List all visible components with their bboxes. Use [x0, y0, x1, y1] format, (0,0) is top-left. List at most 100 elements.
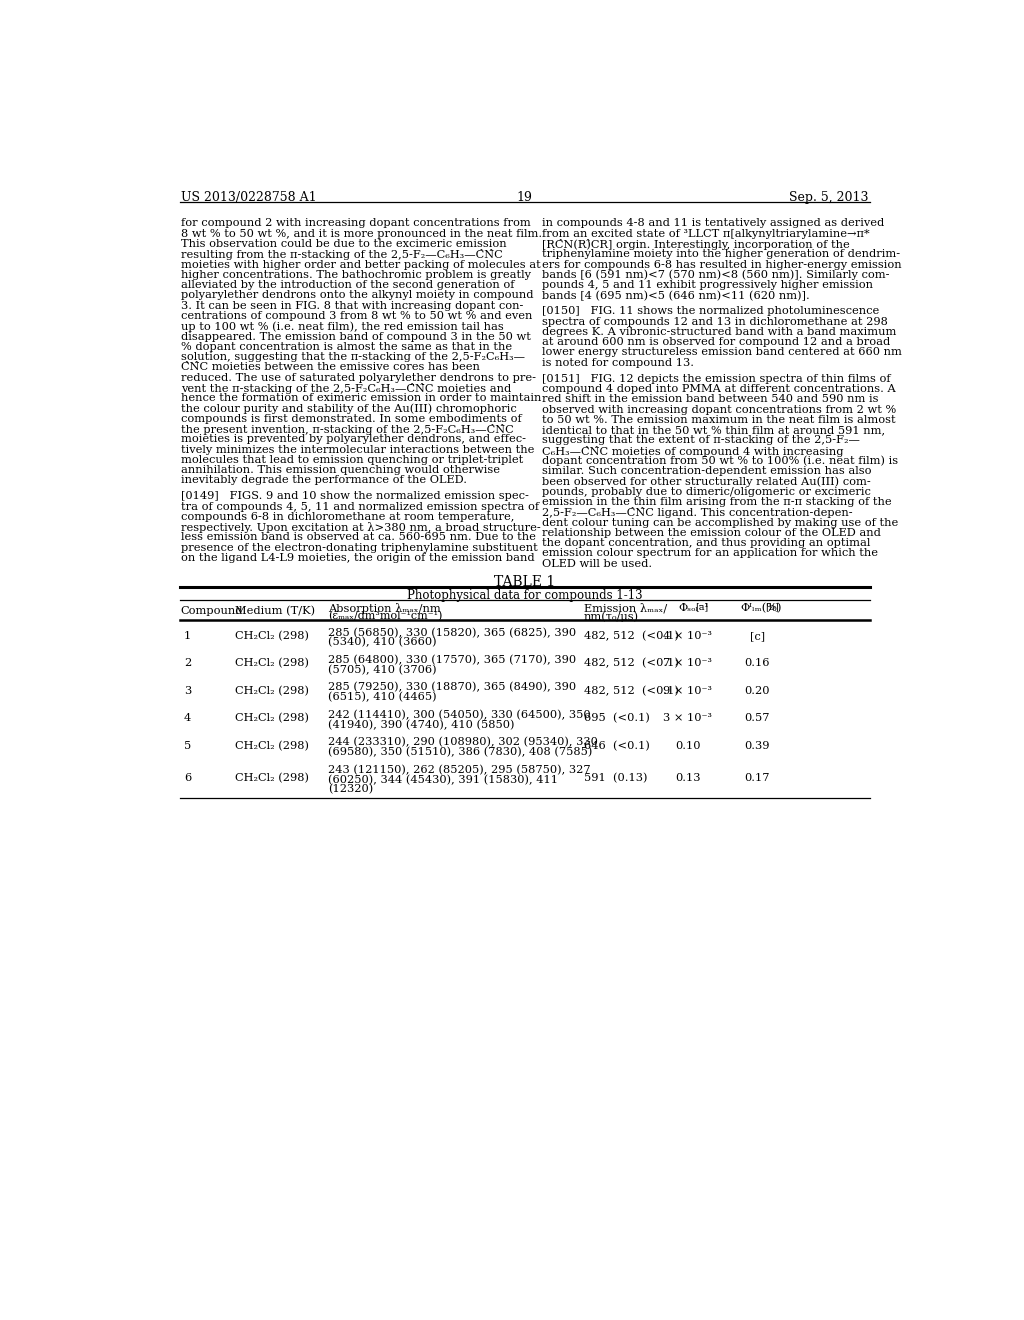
Text: emission colour spectrum for an application for which the: emission colour spectrum for an applicat… — [542, 548, 878, 558]
Text: CH₂Cl₂ (298): CH₂Cl₂ (298) — [234, 631, 309, 642]
Text: similar. Such concentration-dependent emission has also: similar. Such concentration-dependent em… — [542, 466, 871, 477]
Text: on the ligand L4-L9 moieties, the origin of the emission band: on the ligand L4-L9 moieties, the origin… — [180, 553, 535, 564]
Text: been observed for other structurally related Au(III) com-: been observed for other structurally rel… — [542, 477, 870, 487]
Text: Φₛₒₗ⁻¹: Φₛₒₗ⁻¹ — [678, 603, 709, 612]
Text: 5: 5 — [183, 741, 191, 751]
Text: resulting from the π-stacking of the 2,5-F₂—C₆H₃—ĈN̂C: resulting from the π-stacking of the 2,5… — [180, 249, 503, 260]
Text: from an excited state of ³LLCT π[alkynyltriarylamine→π*: from an excited state of ³LLCT π[alkynyl… — [542, 228, 869, 239]
Text: at around 600 nm is observed for compound 12 and a broad: at around 600 nm is observed for compoun… — [542, 337, 890, 347]
Text: 695  (<0.1): 695 (<0.1) — [584, 713, 649, 723]
Text: 3: 3 — [183, 685, 191, 696]
Text: centrations of compound 3 from 8 wt % to 50 wt % and even: centrations of compound 3 from 8 wt % to… — [180, 312, 532, 321]
Text: ĈN̂C moieties between the emissive cores has been: ĈN̂C moieties between the emissive core… — [180, 363, 479, 372]
Text: 3 × 10⁻³: 3 × 10⁻³ — [664, 713, 712, 723]
Text: 285 (64800), 330 (17570), 365 (7170), 390: 285 (64800), 330 (17570), 365 (7170), 39… — [328, 655, 577, 665]
Text: 8 wt % to 50 wt %, and it is more pronounced in the neat film.: 8 wt % to 50 wt %, and it is more pronou… — [180, 228, 542, 239]
Text: (12320): (12320) — [328, 784, 373, 795]
Text: C₆H₃—ĈN̂C moieties of compound 4 with increasing: C₆H₃—ĈN̂C moieties of compound 4 with i… — [542, 446, 844, 457]
Text: compounds is first demonstrated. In some embodiments of: compounds is first demonstrated. In some… — [180, 413, 521, 424]
Text: 243 (121150), 262 (85205), 295 (58750), 327: 243 (121150), 262 (85205), 295 (58750), … — [328, 764, 591, 775]
Text: spectra of compounds 12 and 13 in dichloromethane at 298: spectra of compounds 12 and 13 in dichlo… — [542, 317, 888, 326]
Text: 19: 19 — [517, 191, 532, 203]
Text: pounds 4, 5 and 11 exhibit progressively higher emission: pounds 4, 5 and 11 exhibit progressively… — [542, 280, 872, 290]
Text: for compound 2 with increasing dopant concentrations from: for compound 2 with increasing dopant co… — [180, 218, 530, 228]
Text: (69580), 350 (51510), 386 (7830), 408 (7585): (69580), 350 (51510), 386 (7830), 408 (7… — [328, 747, 592, 758]
Text: 7 × 10⁻³: 7 × 10⁻³ — [664, 659, 712, 668]
Text: moieties with higher order and better packing of molecules at: moieties with higher order and better pa… — [180, 260, 541, 269]
Text: 6: 6 — [183, 774, 191, 783]
Text: relationship between the emission colour of the OLED and: relationship between the emission colour… — [542, 528, 881, 537]
Text: [c]: [c] — [750, 631, 765, 642]
Text: presence of the electron-donating triphenylamine substituent: presence of the electron-donating triphe… — [180, 543, 538, 553]
Text: 4 × 10⁻³: 4 × 10⁻³ — [664, 631, 712, 642]
Text: Photophysical data for compounds 1-13: Photophysical data for compounds 1-13 — [407, 589, 643, 602]
Text: triphenylamine moiety into the higher generation of dendrim-: triphenylamine moiety into the higher ge… — [542, 249, 900, 259]
Text: 0.39: 0.39 — [744, 741, 770, 751]
Text: the colour purity and stability of the Au(III) chromophoric: the colour purity and stability of the A… — [180, 404, 516, 414]
Text: ers for compounds 6-8 has resulted in higher-energy emission: ers for compounds 6-8 has resulted in hi… — [542, 260, 901, 269]
Text: [b]: [b] — [765, 602, 779, 611]
Text: 646  (<0.1): 646 (<0.1) — [584, 741, 649, 751]
Text: hence the formation of eximeric emission in order to maintain: hence the formation of eximeric emission… — [180, 393, 541, 403]
Text: CH₂Cl₂ (298): CH₂Cl₂ (298) — [234, 741, 309, 751]
Text: 0.16: 0.16 — [744, 659, 770, 668]
Text: higher concentrations. The bathochromic problem is greatly: higher concentrations. The bathochromic … — [180, 269, 530, 280]
Text: inevitably degrade the performance of the OLED.: inevitably degrade the performance of th… — [180, 475, 467, 486]
Text: 285 (79250), 330 (18870), 365 (8490), 390: 285 (79250), 330 (18870), 365 (8490), 39… — [328, 682, 577, 693]
Text: (εₘₐₓ/dm³mol⁻¹cm⁻¹): (εₘₐₓ/dm³mol⁻¹cm⁻¹) — [328, 611, 442, 622]
Text: nm(τ₀/μs): nm(τ₀/μs) — [584, 611, 639, 622]
Text: Sep. 5, 2013: Sep. 5, 2013 — [790, 191, 869, 203]
Text: pounds, probably due to dimeric/oligomeric or excimeric: pounds, probably due to dimeric/oligomer… — [542, 487, 870, 496]
Text: tively minimizes the intermolecular interactions between the: tively minimizes the intermolecular inte… — [180, 445, 535, 454]
Text: 4: 4 — [183, 713, 191, 723]
Text: US 2013/0228758 A1: US 2013/0228758 A1 — [180, 191, 316, 203]
Text: 0.17: 0.17 — [744, 774, 770, 783]
Text: is noted for compound 13.: is noted for compound 13. — [542, 358, 694, 368]
Text: (60250), 344 (45430), 391 (15830), 411: (60250), 344 (45430), 391 (15830), 411 — [328, 775, 558, 785]
Text: alleviated by the introduction of the second generation of: alleviated by the introduction of the se… — [180, 280, 514, 290]
Text: CH₂Cl₂ (298): CH₂Cl₂ (298) — [234, 774, 309, 783]
Text: TABLE 1: TABLE 1 — [495, 576, 555, 589]
Text: annihilation. This emission quenching would otherwise: annihilation. This emission quenching wo… — [180, 465, 500, 475]
Text: polyarylether dendrons onto the alkynyl moiety in compound: polyarylether dendrons onto the alkynyl … — [180, 290, 534, 301]
Text: [0149]   FIGS. 9 and 10 show the normalized emission spec-: [0149] FIGS. 9 and 10 show the normalize… — [180, 491, 528, 502]
Text: lower energy structureless emission band centered at 660 nm: lower energy structureless emission band… — [542, 347, 902, 358]
Text: CH₂Cl₂ (298): CH₂Cl₂ (298) — [234, 659, 309, 669]
Text: (6515), 410 (4465): (6515), 410 (4465) — [328, 692, 436, 702]
Text: (5340), 410 (3660): (5340), 410 (3660) — [328, 638, 436, 648]
Text: in compounds 4-8 and 11 is tentatively assigned as derived: in compounds 4-8 and 11 is tentatively a… — [542, 218, 884, 228]
Text: [RĈN(R)̂CR] orgin. Interestingly, incorporation of the: [RĈN(R)̂CR] orgin. Interestingly, incor… — [542, 239, 850, 249]
Text: up to 100 wt % (i.e. neat film), the red emission tail has: up to 100 wt % (i.e. neat film), the red… — [180, 321, 504, 331]
Text: compounds 6-8 in dichloromethane at room temperature,: compounds 6-8 in dichloromethane at room… — [180, 512, 514, 521]
Text: Emission λₘₐₓ/: Emission λₘₐₓ/ — [584, 603, 667, 614]
Text: the dopant concentration, and thus providing an optimal: the dopant concentration, and thus provi… — [542, 539, 870, 548]
Text: (41940), 390 (4740), 410 (5850): (41940), 390 (4740), 410 (5850) — [328, 719, 514, 730]
Text: 2: 2 — [183, 659, 191, 668]
Text: CH₂Cl₂ (298): CH₂Cl₂ (298) — [234, 713, 309, 723]
Text: 244 (233310), 290 (108980), 302 (95340), 330: 244 (233310), 290 (108980), 302 (95340),… — [328, 737, 598, 747]
Text: 591  (0.13): 591 (0.13) — [584, 774, 647, 783]
Text: [a]: [a] — [695, 602, 709, 611]
Text: 482, 512  (<0.1): 482, 512 (<0.1) — [584, 685, 679, 696]
Text: identical to that in the 50 wt % thin film at around 591 nm,: identical to that in the 50 wt % thin fi… — [542, 425, 885, 436]
Text: dopant concentration from 50 wt % to 100% (i.e. neat film) is: dopant concentration from 50 wt % to 100… — [542, 455, 898, 466]
Text: 242 (114410), 300 (54050), 330 (64500), 350: 242 (114410), 300 (54050), 330 (64500), … — [328, 710, 591, 721]
Text: to 50 wt %. The emission maximum in the neat film is almost: to 50 wt %. The emission maximum in the … — [542, 414, 895, 425]
Text: [0151]   FIG. 12 depicts the emission spectra of thin films of: [0151] FIG. 12 depicts the emission spec… — [542, 374, 891, 384]
Text: solution, suggesting that the π-stacking of the 2,5-F₂C₆H₃—: solution, suggesting that the π-stacking… — [180, 352, 524, 362]
Text: 285 (56850), 330 (15820), 365 (6825), 390: 285 (56850), 330 (15820), 365 (6825), 39… — [328, 627, 577, 638]
Text: 3. It can be seen in FIG. 8 that with increasing dopant con-: 3. It can be seen in FIG. 8 that with in… — [180, 301, 523, 310]
Text: compound 4 doped into PMMA at different concentrations. A: compound 4 doped into PMMA at different … — [542, 384, 896, 393]
Text: red shift in the emission band between 540 and 590 nm is: red shift in the emission band between 5… — [542, 395, 879, 404]
Text: vent the π-stacking of the 2,5-F₂C₆H₃—ĈN̂C moieties and: vent the π-stacking of the 2,5-F₂C₆H₃—Ĉ… — [180, 383, 511, 393]
Text: 1: 1 — [183, 631, 191, 642]
Text: the present invention, π-stacking of the 2,5-F₂C₆H₃—ĈN̂C: the present invention, π-stacking of the… — [180, 424, 513, 436]
Text: 0.13: 0.13 — [675, 774, 700, 783]
Text: 9 × 10⁻³: 9 × 10⁻³ — [664, 685, 712, 696]
Text: 482, 512  (<0.1): 482, 512 (<0.1) — [584, 659, 679, 669]
Text: degrees K. A vibronic-structured band with a band maximum: degrees K. A vibronic-structured band wi… — [542, 327, 896, 337]
Text: suggesting that the extent of π-stacking of the 2,5-F₂—: suggesting that the extent of π-stacking… — [542, 436, 860, 445]
Text: moieties is prevented by polyarylether dendrons, and effec-: moieties is prevented by polyarylether d… — [180, 434, 525, 445]
Text: less emission band is observed at ca. 560-695 nm. Due to the: less emission band is observed at ca. 56… — [180, 532, 536, 543]
Text: 0.57: 0.57 — [744, 713, 770, 723]
